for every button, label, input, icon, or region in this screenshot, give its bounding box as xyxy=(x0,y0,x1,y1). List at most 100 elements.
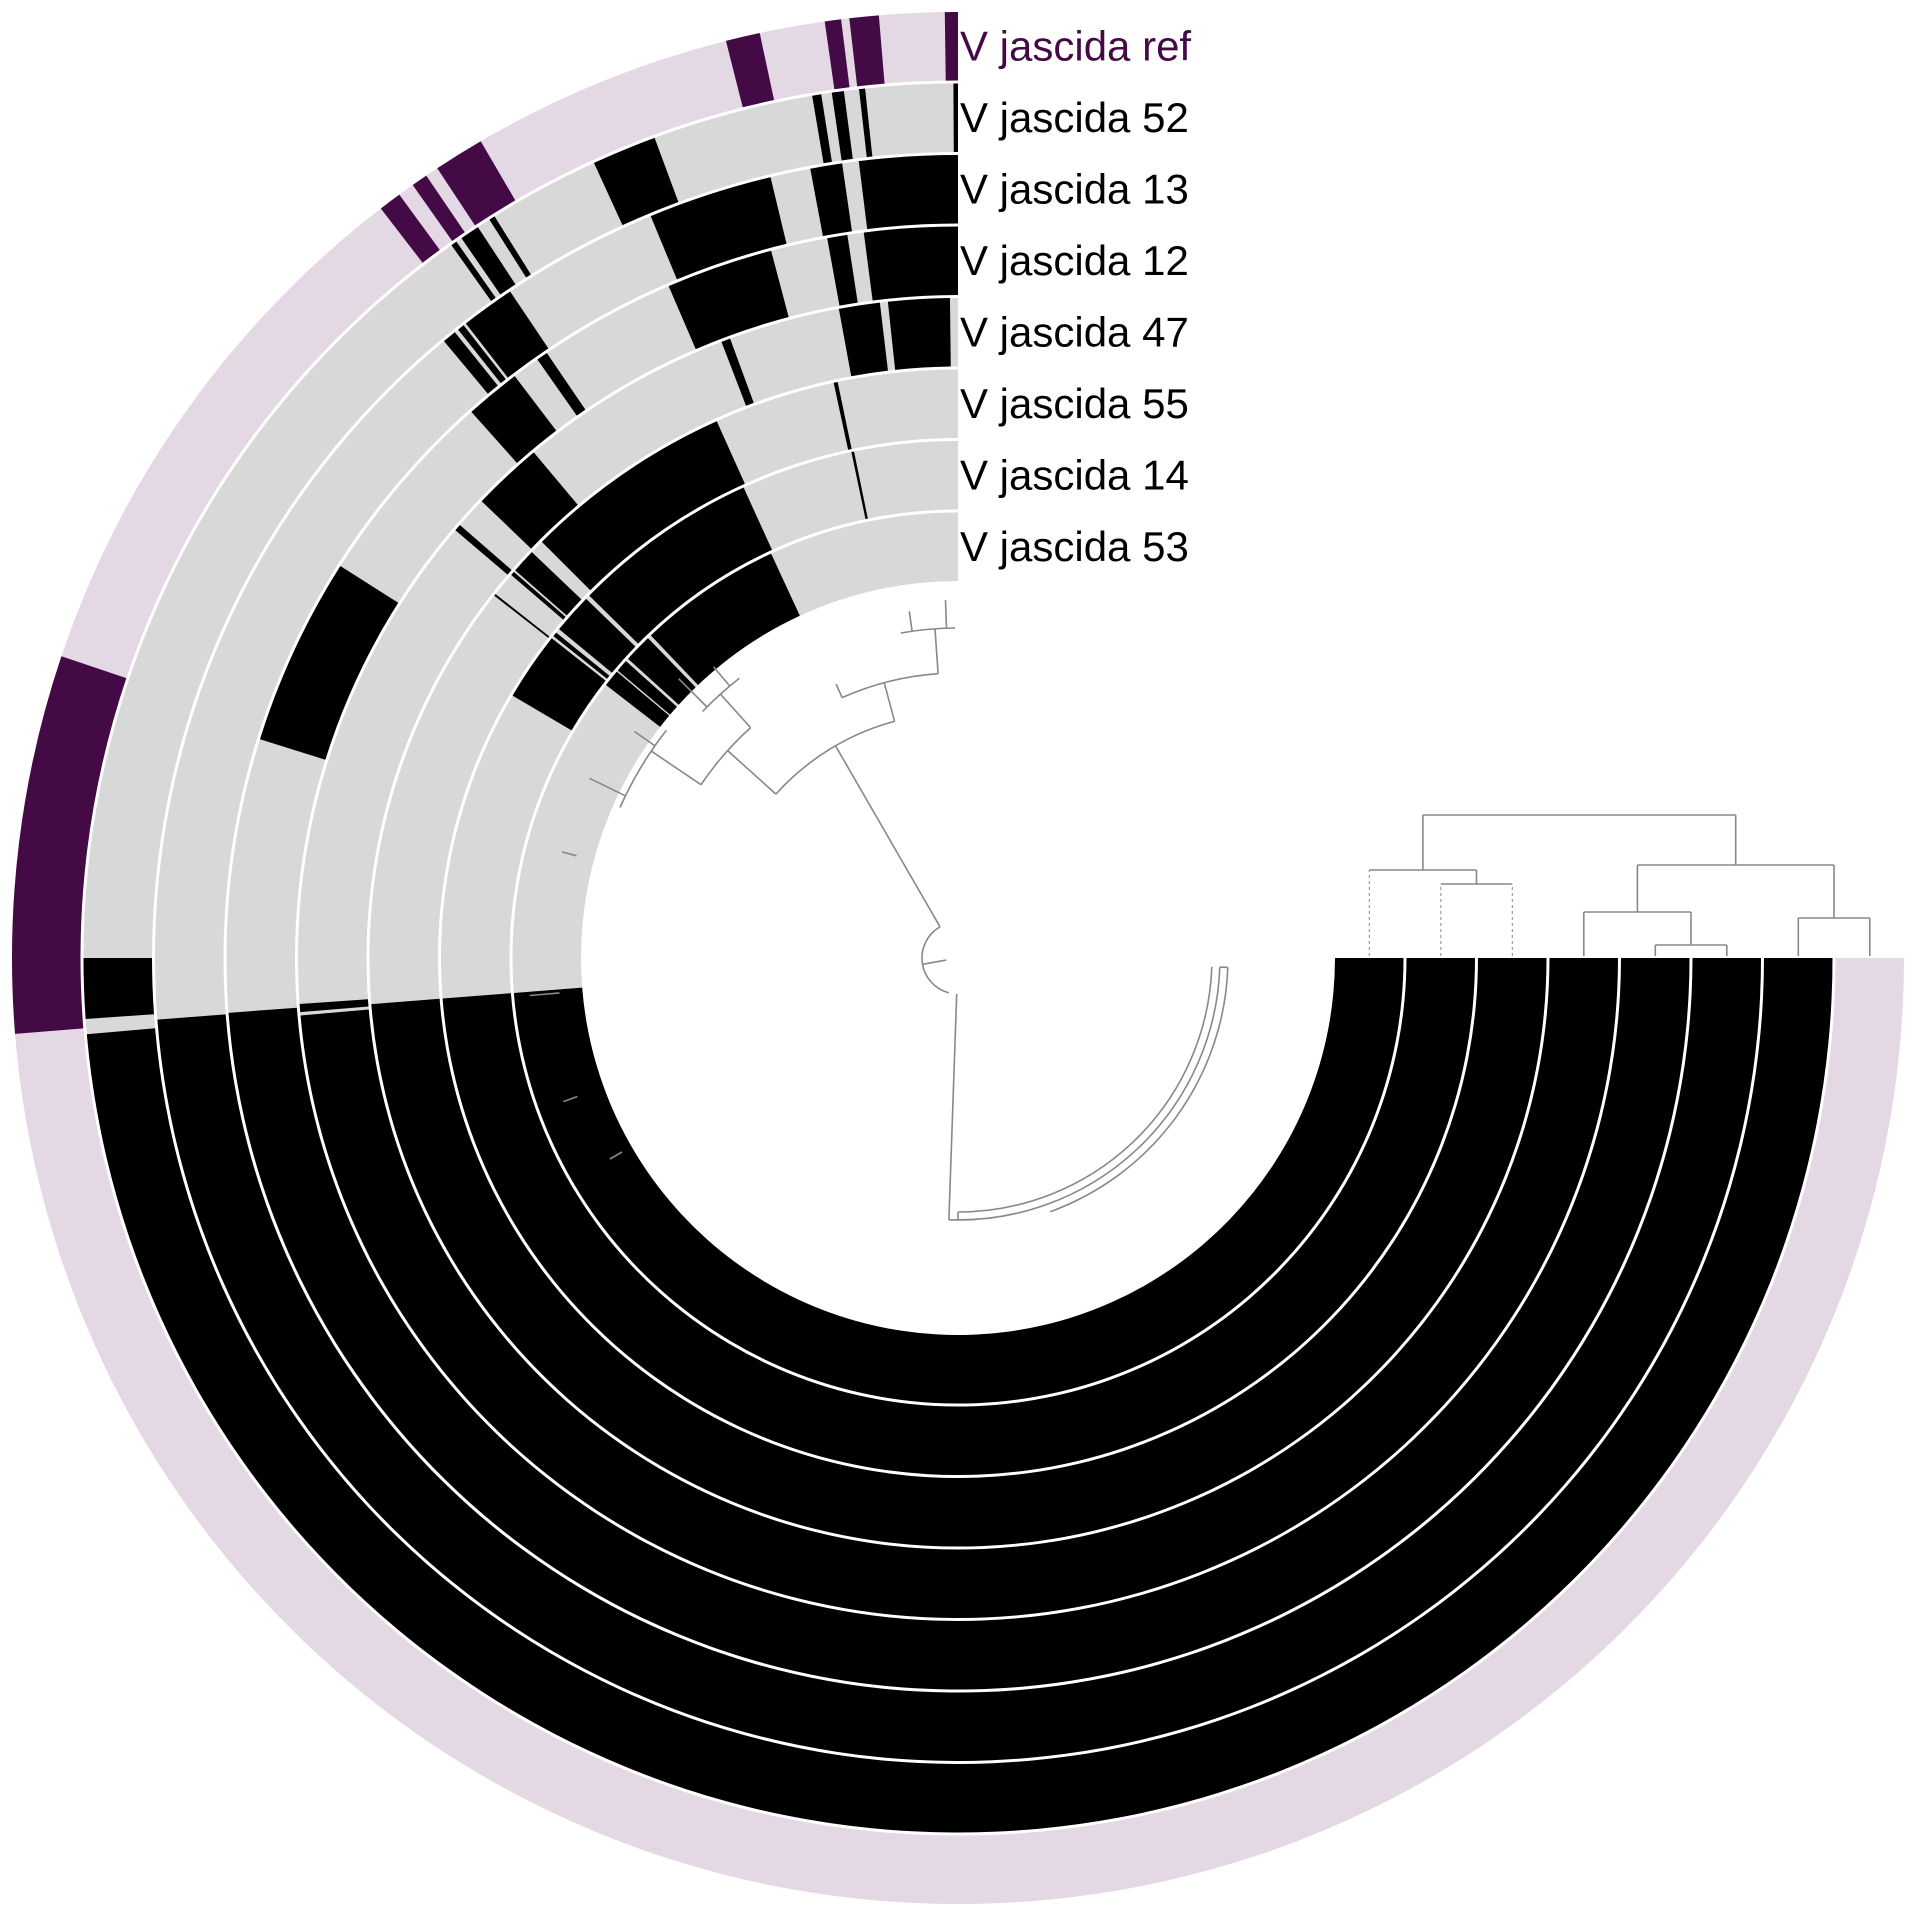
presence-block xyxy=(553,632,610,679)
presence-block xyxy=(455,525,512,575)
ring-v-jascida-53 xyxy=(512,512,1404,1404)
tree-branch xyxy=(957,966,1213,1213)
central-tree xyxy=(529,600,1229,1221)
presence-block xyxy=(380,194,440,263)
tree-branch xyxy=(713,666,731,687)
presence-block xyxy=(299,999,369,1013)
presence-block xyxy=(617,661,677,715)
ring-v-jascida-13 xyxy=(155,155,1761,1761)
tree-branch xyxy=(948,967,1221,1221)
tree-branch xyxy=(1050,967,1229,1213)
ring-v-jascida-14 xyxy=(441,441,1476,1476)
presence-block xyxy=(541,421,745,591)
tree-branch xyxy=(719,693,752,729)
tree-branch xyxy=(944,600,948,629)
ring-label: V jascida 53 xyxy=(960,523,1189,570)
presence-block xyxy=(412,175,465,241)
presence-block xyxy=(451,241,496,302)
tree-branch xyxy=(921,926,949,994)
presence-block xyxy=(489,216,531,278)
presence-block xyxy=(300,958,1618,1619)
tree-branch xyxy=(900,627,956,634)
presence-block xyxy=(859,88,873,158)
ring-label: V jascida ref xyxy=(960,22,1191,69)
tree-branch xyxy=(883,682,896,722)
tree-branch xyxy=(835,683,843,698)
presence-block xyxy=(371,958,1547,1547)
presence-block xyxy=(833,381,852,450)
presence-block xyxy=(725,33,775,108)
presence-block xyxy=(851,451,868,520)
presence-block xyxy=(863,226,958,301)
tree-branch xyxy=(678,678,708,708)
presence-block xyxy=(471,376,557,463)
tree-branch xyxy=(727,750,777,795)
tree-branch xyxy=(702,677,740,712)
ring-label: V jascida 47 xyxy=(960,308,1189,355)
presence-block xyxy=(650,177,787,280)
ring-label: V jascida 12 xyxy=(960,237,1189,284)
tree-branch xyxy=(650,750,702,786)
tree-branch xyxy=(922,959,947,966)
ring-label: V jascida 55 xyxy=(960,380,1189,427)
ring-label: V jascida 52 xyxy=(960,94,1189,141)
presence-block xyxy=(494,594,550,638)
tree-branch xyxy=(609,1151,623,1160)
presence-block xyxy=(858,155,958,230)
ring-v-jascida-55 xyxy=(369,369,1547,1547)
tree-branch xyxy=(529,992,560,997)
tree-branch xyxy=(908,611,913,632)
presence-block xyxy=(810,163,852,237)
ring-labels: V jascida ref V jascida 52 V jascida 13 V j… xyxy=(960,22,1191,570)
presence-block xyxy=(827,234,858,306)
presence-block xyxy=(465,291,549,378)
ring-label: V jascida 13 xyxy=(960,165,1189,212)
presence-block xyxy=(481,452,578,549)
presence-block xyxy=(259,566,399,760)
presence-block xyxy=(511,571,566,620)
tree-branch xyxy=(619,729,668,808)
rings-layer xyxy=(12,11,1904,1904)
tree-branch xyxy=(589,777,626,797)
presence-block xyxy=(887,298,951,370)
tree-branch xyxy=(834,745,941,928)
ring-v-jascida-47 xyxy=(298,298,1618,1619)
presence-block xyxy=(721,338,754,406)
tree-branch xyxy=(775,720,895,795)
presence-block xyxy=(650,553,800,685)
presence-block xyxy=(83,958,154,1019)
presence-block xyxy=(515,552,582,616)
presence-block xyxy=(831,90,853,161)
tree-branch xyxy=(700,727,752,786)
presence-block xyxy=(593,137,679,226)
presence-block xyxy=(12,656,127,1034)
ring-v-jascida-ref xyxy=(12,11,1904,1904)
presence-block xyxy=(461,227,516,295)
presence-block xyxy=(944,11,958,81)
presence-block xyxy=(589,487,773,644)
ring-v-jascida-12 xyxy=(226,226,1690,1690)
tree-branch xyxy=(948,993,958,1220)
presence-block xyxy=(458,325,506,384)
presence-block xyxy=(849,15,885,87)
presence-block xyxy=(668,250,789,350)
tree-branch xyxy=(934,628,939,674)
presence-block xyxy=(442,958,1476,1476)
presence-block xyxy=(812,94,832,164)
ring-v-jascida-52 xyxy=(83,83,1833,1833)
presence-block xyxy=(513,958,1404,1404)
presence-block xyxy=(605,671,670,727)
presence-block xyxy=(443,332,498,394)
tree-branch xyxy=(841,672,939,699)
ring-dendrogram xyxy=(1368,814,1871,956)
presence-block xyxy=(953,83,958,153)
presence-block xyxy=(824,19,850,90)
presence-block xyxy=(512,638,606,731)
presence-block xyxy=(838,302,888,377)
tree-branch xyxy=(561,851,577,857)
tree-branch xyxy=(633,730,656,747)
presence-block xyxy=(437,141,516,226)
presence-block xyxy=(627,638,696,705)
ring-background xyxy=(12,12,1904,1904)
